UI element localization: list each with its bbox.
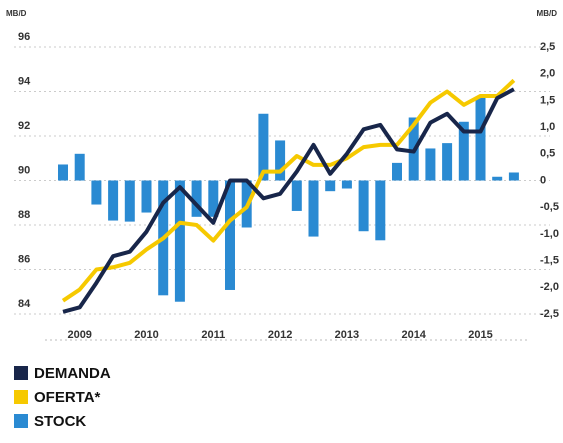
- bar: [358, 180, 369, 232]
- bar: [58, 164, 68, 181]
- line: [61, 78, 516, 303]
- bar: [375, 180, 386, 241]
- bar: [108, 180, 119, 221]
- y2-tick-label: -1,5: [540, 255, 559, 267]
- y2-tick-label: 1,0: [540, 121, 555, 133]
- x-tick-label: 2013: [335, 329, 359, 341]
- bar: [225, 180, 235, 290]
- line: [62, 87, 515, 314]
- bar: [308, 180, 319, 237]
- y2-tick-label: -2,0: [540, 281, 559, 293]
- bar: [475, 97, 486, 181]
- y2-tick-label: 1,5: [540, 94, 555, 106]
- bar: [208, 180, 219, 217]
- legend-swatch: [14, 414, 28, 428]
- bar: [341, 180, 352, 189]
- y2-tick-label: -2,5: [540, 308, 559, 320]
- x-tick-label: 2011: [201, 329, 225, 341]
- bar: [291, 180, 302, 211]
- legend-label: STOCK: [34, 413, 86, 430]
- x-tick-label: 2012: [268, 329, 292, 341]
- bar: [492, 176, 503, 181]
- legend-label: OFERTA*: [34, 389, 101, 406]
- x-tick-label: 2015: [468, 329, 492, 341]
- y2-tick-label: 0: [540, 174, 546, 186]
- y2-tick-label: -0,5: [540, 201, 559, 213]
- bar: [74, 153, 85, 181]
- y-tick-label: 88: [18, 209, 30, 221]
- y2-axis-label: MB/D: [537, 9, 558, 18]
- y-tick-label: 86: [18, 253, 30, 265]
- y-axis-label: MB/D: [6, 9, 27, 18]
- bar: [141, 180, 152, 213]
- y-tick-label: 90: [18, 164, 30, 176]
- y2-tick-label: 0,5: [540, 148, 555, 160]
- bar: [392, 162, 402, 181]
- legend-swatch: [14, 366, 28, 380]
- y-tick-label: 92: [18, 120, 30, 132]
- bar: [191, 180, 202, 217]
- x-tick-label: 2014: [401, 329, 426, 341]
- bar: [258, 113, 269, 181]
- bar: [442, 143, 453, 181]
- bar: [275, 140, 286, 181]
- bar: [458, 121, 469, 181]
- y-tick-label: 84: [18, 298, 31, 310]
- bar: [508, 172, 519, 181]
- legend-label: DEMANDA: [34, 365, 111, 382]
- bar: [124, 180, 135, 222]
- bar: [174, 180, 185, 302]
- y2-tick-label: -1,0: [540, 228, 559, 240]
- x-tick-label: 2009: [67, 329, 91, 341]
- y2-tick-label: 2,0: [540, 68, 555, 80]
- y-tick-label: 96: [18, 31, 30, 43]
- bar: [91, 180, 102, 205]
- bar: [425, 148, 436, 181]
- legend-swatch: [14, 390, 28, 404]
- y2-tick-label: 2,5: [540, 41, 555, 53]
- bar: [325, 180, 336, 192]
- x-tick-label: 2010: [134, 329, 158, 341]
- y-tick-label: 94: [18, 75, 31, 87]
